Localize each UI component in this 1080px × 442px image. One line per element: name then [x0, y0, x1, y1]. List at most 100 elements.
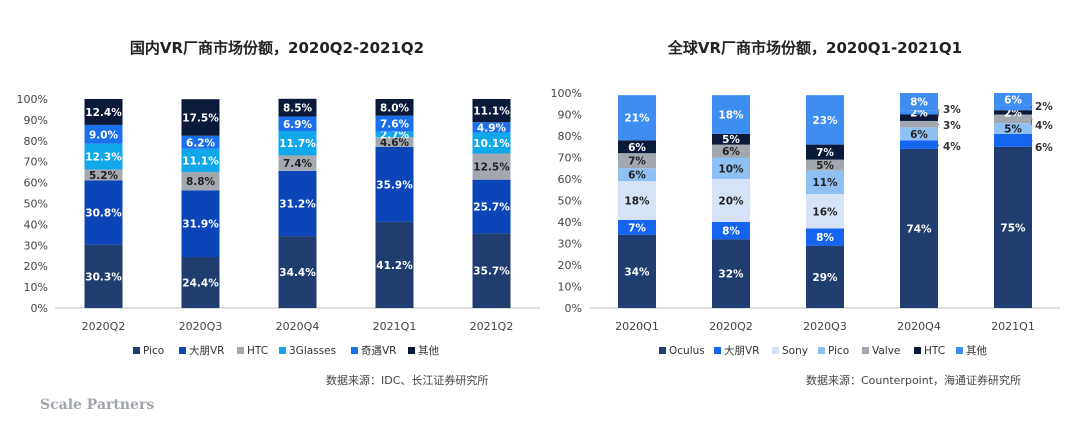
data-label: 7%	[816, 147, 834, 159]
data-label: 9.0%	[89, 129, 119, 141]
bar-segment	[181, 148, 220, 172]
data-label: 23%	[812, 115, 838, 127]
legend-swatch	[714, 347, 721, 354]
bar-segment	[375, 146, 414, 222]
bar-segment	[375, 131, 414, 138]
bar-segment	[618, 153, 656, 169]
legend-label: Sony	[782, 345, 808, 357]
data-label: 10.1%	[473, 138, 510, 150]
leader-line	[1030, 118, 1033, 126]
legend-swatch	[351, 347, 358, 354]
legend-swatch	[179, 347, 186, 354]
chart1-source: 数据来源：IDC、长江证券研究所	[326, 373, 488, 387]
legend-swatch	[818, 347, 825, 354]
y-tick-label: 80%	[558, 130, 582, 143]
data-label: 34%	[624, 266, 650, 278]
legend-label: HTC	[247, 345, 268, 357]
data-label: 31.9%	[182, 219, 219, 231]
bar-segment	[900, 93, 938, 111]
bar-segment	[618, 95, 656, 141]
bar-segment	[375, 221, 414, 308]
bar-segment	[806, 95, 844, 145]
data-label: 21%	[624, 113, 650, 125]
data-label: 4.6%	[380, 137, 410, 149]
legend-swatch	[659, 347, 666, 354]
data-label: 75%	[1000, 222, 1026, 234]
x-tick-label: 2020Q4	[897, 320, 941, 333]
chart2-title: 全球VR厂商市场份额，2020Q1-2021Q1	[667, 39, 962, 57]
bar-segment	[712, 95, 750, 134]
bar-segment	[994, 105, 1032, 111]
data-label: 2.7%	[380, 129, 410, 141]
bar-segment	[900, 127, 938, 141]
bar-segment	[994, 93, 1032, 106]
legend-label: Pico	[828, 345, 849, 357]
y-tick-label: 90%	[558, 109, 582, 122]
leader-line	[1030, 140, 1033, 148]
data-label: 5%	[816, 160, 834, 172]
data-label: 6%	[722, 146, 740, 158]
legend-swatch	[408, 347, 415, 354]
data-label: 74%	[906, 223, 932, 235]
data-label: 8.5%	[283, 103, 313, 115]
data-label: 31.2%	[279, 199, 316, 211]
bar-segment	[375, 115, 414, 132]
data-label: 7%	[628, 222, 646, 234]
y-tick-label: 60%	[24, 177, 48, 190]
bar-segment	[84, 99, 123, 125]
data-label: 7.6%	[380, 119, 410, 131]
legend-label: 3Glasses	[289, 345, 336, 357]
legend-label: 其他	[418, 344, 439, 357]
bar-segment	[618, 181, 656, 220]
bar-segment	[618, 234, 656, 308]
legend-swatch	[862, 347, 869, 354]
bar-segment	[375, 137, 414, 147]
bar-segment	[472, 122, 511, 133]
bar-segment	[278, 170, 317, 237]
y-tick-label: 0%	[565, 302, 582, 315]
data-label: 25.7%	[473, 202, 510, 214]
data-label: 5.2%	[89, 170, 119, 182]
legend-label: Oculus	[669, 345, 705, 357]
legend-swatch	[772, 347, 779, 354]
bar-segment	[900, 114, 938, 121]
data-label: 18%	[624, 196, 650, 208]
y-tick-label: 90%	[24, 114, 48, 127]
bar-segment	[994, 123, 1032, 134]
data-label: 11%	[812, 177, 838, 189]
data-label: 18%	[718, 110, 744, 122]
bar-segment	[84, 143, 123, 170]
data-label: 8%	[816, 232, 834, 244]
data-label: 29%	[812, 272, 838, 284]
bar-segment	[618, 168, 656, 182]
bar-segment	[84, 244, 123, 308]
legend-swatch	[914, 347, 921, 354]
leader-line	[1030, 105, 1033, 109]
bar-segment	[806, 170, 844, 195]
data-label: 11.1%	[182, 155, 219, 167]
y-tick-label: 50%	[24, 198, 48, 211]
x-tick-label: 2020Q4	[276, 320, 320, 333]
data-label: 24.4%	[182, 278, 219, 290]
bar-segment	[900, 120, 938, 128]
bar-segment	[278, 116, 317, 131]
legend-label: 大朋VR	[189, 344, 224, 357]
data-label: 30.3%	[85, 271, 122, 283]
data-label: 11.1%	[473, 106, 510, 118]
data-label: 5%	[722, 134, 740, 146]
data-label: 12.4%	[85, 107, 122, 119]
bar-segment	[181, 190, 220, 258]
legend-swatch	[133, 347, 140, 354]
bar-segment	[900, 140, 938, 149]
bar-segment	[806, 144, 844, 160]
y-tick-label: 60%	[558, 173, 582, 186]
leader-line	[937, 144, 940, 147]
bar-segment	[472, 99, 511, 123]
data-label: 2%	[1004, 107, 1022, 119]
bar-segment	[994, 114, 1032, 124]
data-label: 20%	[718, 196, 744, 208]
data-label: 16%	[812, 206, 838, 218]
x-tick-label: 2020Q1	[615, 320, 659, 333]
bar-segment	[712, 157, 750, 179]
bar-segment	[994, 110, 1032, 115]
